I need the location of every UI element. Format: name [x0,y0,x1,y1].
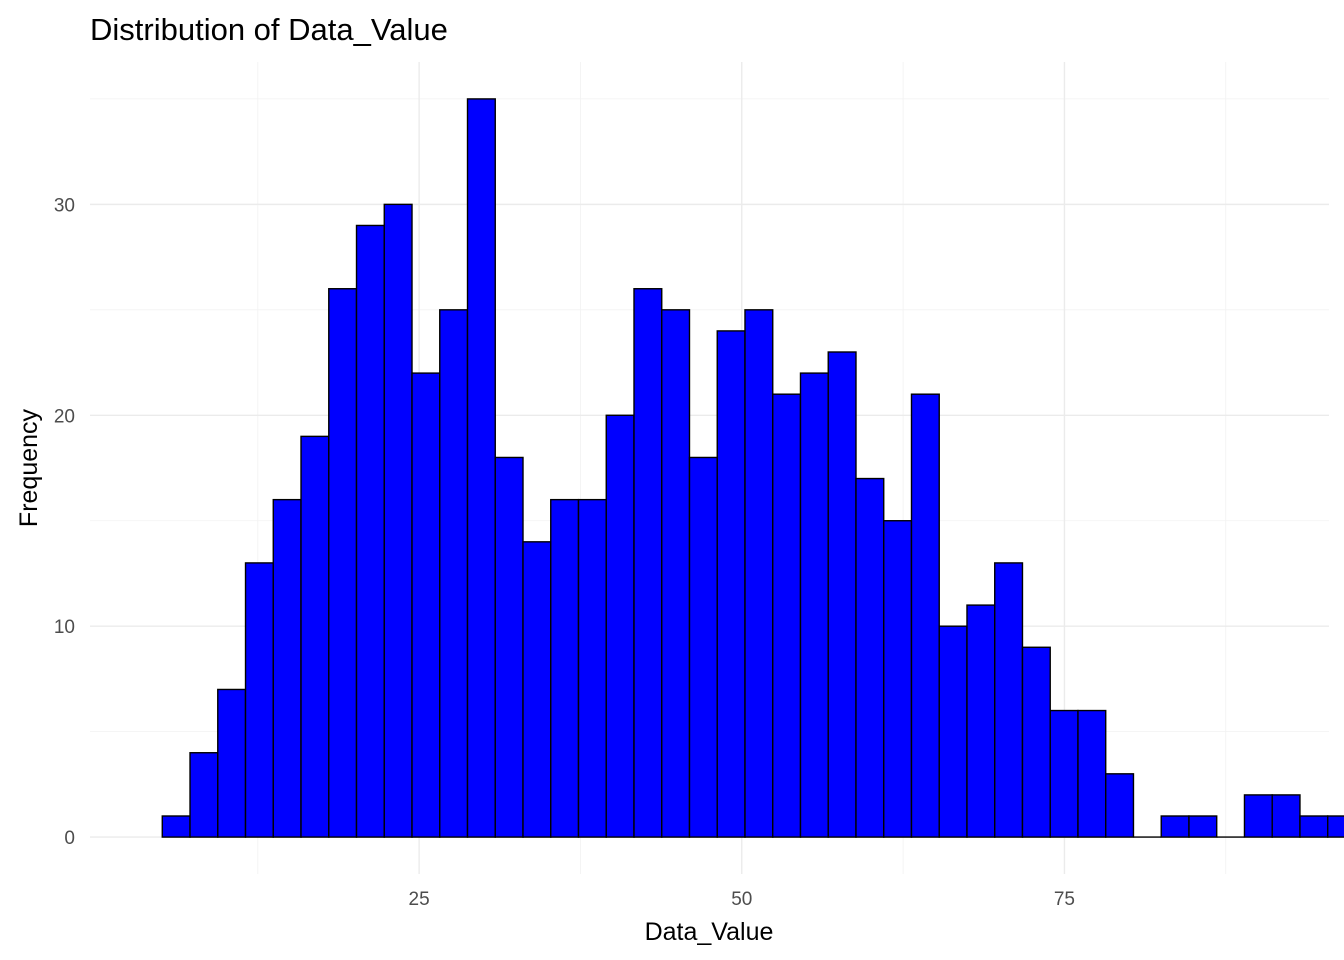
histogram-bar [744,309,774,838]
histogram-bar [605,414,635,838]
histogram-bar [439,309,469,838]
histogram-bar [522,541,552,838]
chart-title: Distribution of Data_Value [90,12,448,47]
histogram-bar [661,309,691,838]
x-tick-label: 50 [731,889,752,910]
y-axis-ticks: 0 10 20 30 [54,195,75,849]
histogram-bar [1049,709,1079,838]
histogram-bar [328,288,358,838]
histogram-bar [1188,815,1218,838]
histogram-bar [1327,815,1344,838]
histogram-bar [411,372,441,838]
histogram-bar [827,351,857,838]
histogram-bar [966,604,996,838]
y-tick-label: 0 [64,828,75,849]
histogram-bar [1243,794,1273,838]
histogram-bar [550,498,580,838]
histogram-bar [799,372,829,838]
x-tick-label: 75 [1054,889,1075,910]
histogram-bar [494,456,524,838]
y-tick-label: 30 [54,195,75,216]
histogram-bar [189,752,219,838]
histogram-bar [1077,709,1107,838]
y-tick-label: 10 [54,617,75,638]
histogram-bar [855,477,885,838]
histogram-bar [688,456,718,838]
histogram-bar [1105,773,1135,838]
histogram-bar [466,98,496,838]
x-axis-title: Data_Value [645,918,774,946]
histogram-bar [355,224,385,838]
histogram-bar [217,688,247,838]
histogram-bar [300,435,330,838]
histogram-bar [383,203,413,838]
histogram-bar [772,393,802,838]
x-tick-label: 25 [409,889,430,910]
histogram-bar [1299,815,1329,838]
y-axis-title: Frequency [15,408,43,527]
histogram-bar [994,562,1024,838]
histogram-bars [161,98,1344,838]
y-tick-label: 20 [54,406,75,427]
histogram-bar [938,625,968,838]
histogram-bar [577,498,607,838]
histogram-bar [161,815,191,838]
histogram-bar [716,330,746,838]
x-axis-ticks: 25 50 75 [409,889,1075,910]
histogram-bar [1021,646,1051,838]
histogram-bar [244,562,274,838]
histogram-bar [910,393,940,838]
histogram-bar [883,520,913,838]
histogram-bar [272,498,302,838]
histogram-bar [633,288,663,838]
histogram-bar [1160,815,1190,838]
histogram-bar [1271,794,1301,838]
